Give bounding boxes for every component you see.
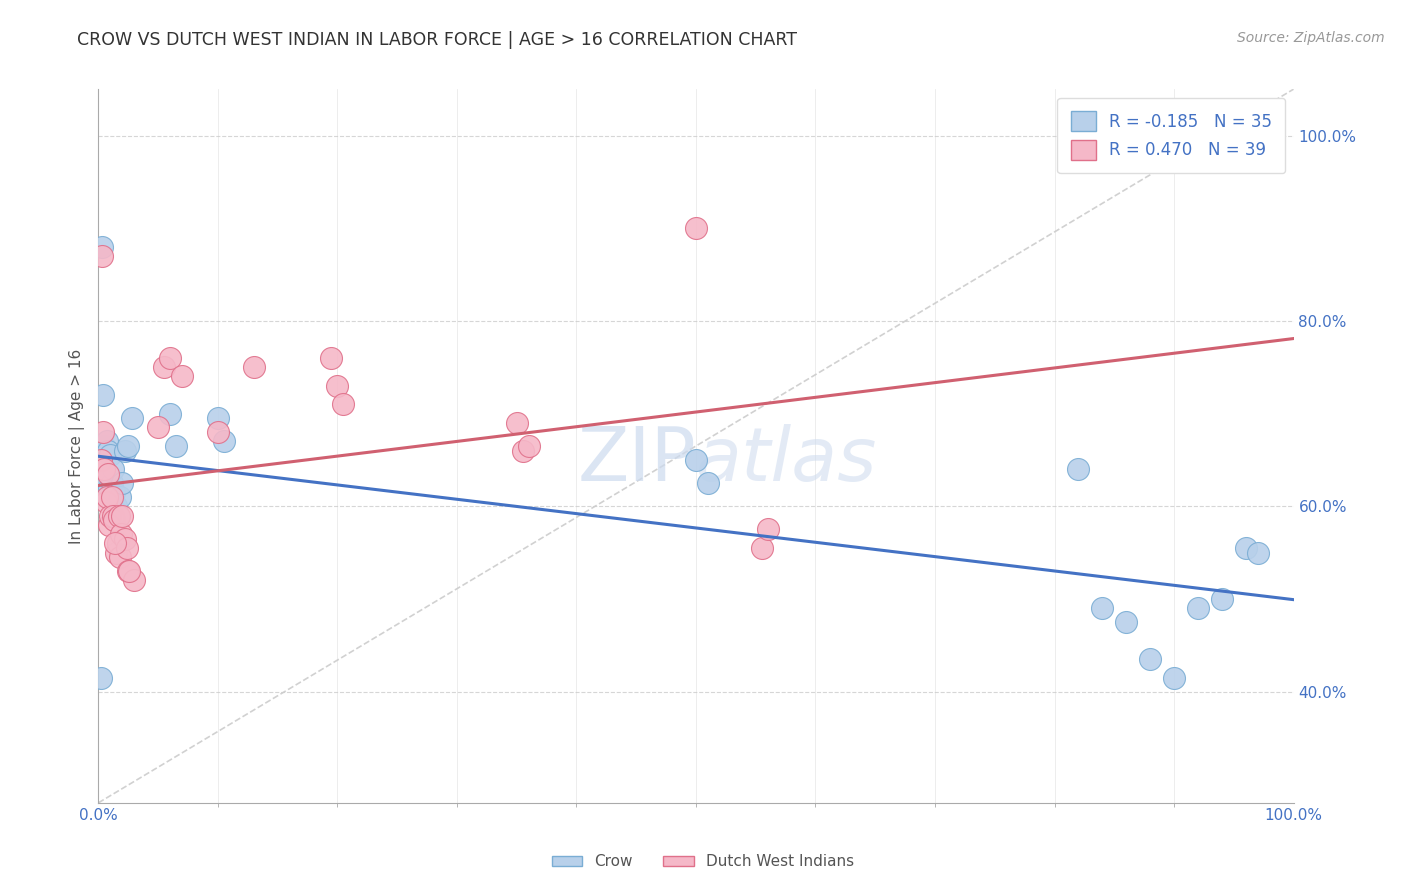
Point [94, 494, 117, 508]
Point [321, 351, 343, 365]
Point [90, 671, 112, 685]
Point [103, 485, 125, 500]
Point [172, 369, 194, 384]
Point [90, 453, 112, 467]
Point [517, 439, 540, 453]
Point [756, 523, 779, 537]
Point [108, 490, 131, 504]
Point [111, 508, 134, 523]
Point [98, 508, 122, 523]
Point [117, 439, 139, 453]
Point [1091, 601, 1114, 615]
Point [159, 407, 181, 421]
Text: ZIP: ZIP [578, 424, 696, 497]
Text: Source: ZipAtlas.com: Source: ZipAtlas.com [1237, 31, 1385, 45]
Point [207, 425, 229, 439]
Point [93, 439, 115, 453]
Point [159, 351, 181, 365]
Point [98, 448, 122, 462]
Text: CROW VS DUTCH WEST INDIAN IN LABOR FORCE | AGE > 16 CORRELATION CHART: CROW VS DUTCH WEST INDIAN IN LABOR FORCE… [77, 31, 797, 49]
Point [751, 541, 773, 555]
Point [685, 221, 707, 235]
Point [115, 541, 138, 555]
Point [118, 564, 141, 578]
Point [110, 527, 132, 541]
Point [124, 574, 146, 588]
Point [108, 550, 131, 565]
Point [100, 490, 122, 504]
Y-axis label: In Labor Force | Age > 16: In Labor Force | Age > 16 [69, 349, 86, 543]
Point [103, 513, 125, 527]
Text: atlas: atlas [696, 425, 877, 496]
Point [98, 517, 121, 532]
Point [121, 411, 143, 425]
Point [100, 476, 122, 491]
Point [96, 490, 118, 504]
Point [101, 508, 124, 523]
Point [93, 462, 115, 476]
Point [332, 397, 354, 411]
Point [94, 471, 117, 485]
Point [101, 462, 124, 476]
Point [107, 508, 129, 523]
Point [96, 434, 118, 449]
Point [91, 249, 114, 263]
Point [107, 536, 129, 550]
Point [91, 388, 114, 402]
Legend: Crow, Dutch West Indians: Crow, Dutch West Indians [546, 848, 860, 875]
Point [1163, 671, 1185, 685]
Point [243, 360, 266, 375]
Point [1247, 545, 1270, 559]
Point [114, 532, 136, 546]
Point [91, 240, 114, 254]
Point [1234, 541, 1257, 555]
Point [512, 443, 534, 458]
Point [1187, 601, 1209, 615]
Point [165, 439, 187, 453]
Point [212, 434, 235, 449]
Point [1115, 615, 1137, 629]
Point [326, 378, 349, 392]
Point [117, 564, 139, 578]
Point [111, 476, 134, 491]
Point [105, 500, 128, 514]
Point [97, 467, 120, 481]
Legend: R = -0.185   N = 35, R = 0.470   N = 39: R = -0.185 N = 35, R = 0.470 N = 39 [1057, 97, 1285, 173]
Point [207, 411, 229, 425]
Point [107, 508, 129, 523]
Point [114, 443, 136, 458]
Point [105, 545, 128, 559]
Point [91, 425, 114, 439]
Point [1211, 591, 1233, 606]
Point [104, 536, 127, 550]
Point [153, 360, 176, 375]
Point [104, 504, 127, 518]
Point [506, 416, 529, 430]
Point [148, 420, 170, 434]
Point [1067, 462, 1090, 476]
Point [685, 453, 707, 467]
Point [97, 443, 120, 458]
Point [697, 476, 720, 491]
Point [98, 481, 121, 495]
Point [1139, 652, 1161, 666]
